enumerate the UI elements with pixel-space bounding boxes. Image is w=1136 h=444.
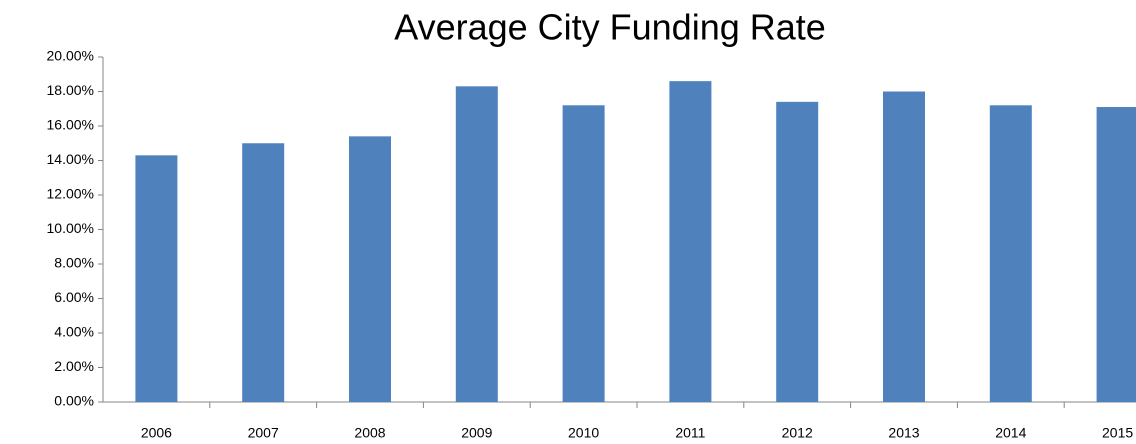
x-tick-label: 2013 xyxy=(888,425,919,441)
bar xyxy=(562,105,605,403)
bar xyxy=(776,101,819,402)
bar xyxy=(455,86,498,402)
x-tick-label: 2011 xyxy=(675,425,705,441)
bar xyxy=(669,81,712,403)
bar xyxy=(242,143,285,402)
bar xyxy=(349,136,391,402)
x-tick-label: 2007 xyxy=(248,425,279,441)
y-tick-label: 2.00% xyxy=(54,358,94,374)
y-tick-label: 10.00% xyxy=(47,220,94,236)
bar xyxy=(989,105,1032,403)
x-tick-label: 2009 xyxy=(461,425,492,441)
x-tick-label: 2015 xyxy=(1102,425,1133,441)
x-tick-label: 2012 xyxy=(782,425,813,441)
y-tick-label: 12.00% xyxy=(47,186,94,202)
y-tick-label: 0.00% xyxy=(54,393,94,409)
x-tick-label: 2008 xyxy=(354,425,385,441)
x-tick-label: 2010 xyxy=(568,425,599,441)
y-tick-label: 8.00% xyxy=(54,255,94,271)
x-tick-label: 2014 xyxy=(995,425,1026,441)
y-tick-label: 4.00% xyxy=(54,324,94,340)
y-tick-label: 20.00% xyxy=(47,48,94,64)
y-tick-label: 18.00% xyxy=(47,82,94,98)
y-tick-label: 16.00% xyxy=(47,117,94,133)
bar xyxy=(1096,107,1136,403)
chart-title: Average City Funding Rate xyxy=(394,7,826,48)
y-tick-label: 6.00% xyxy=(54,289,94,305)
bar xyxy=(883,91,925,402)
x-tick-label: 2006 xyxy=(141,425,172,441)
y-tick-label: 14.00% xyxy=(47,151,94,167)
bar xyxy=(135,155,178,402)
